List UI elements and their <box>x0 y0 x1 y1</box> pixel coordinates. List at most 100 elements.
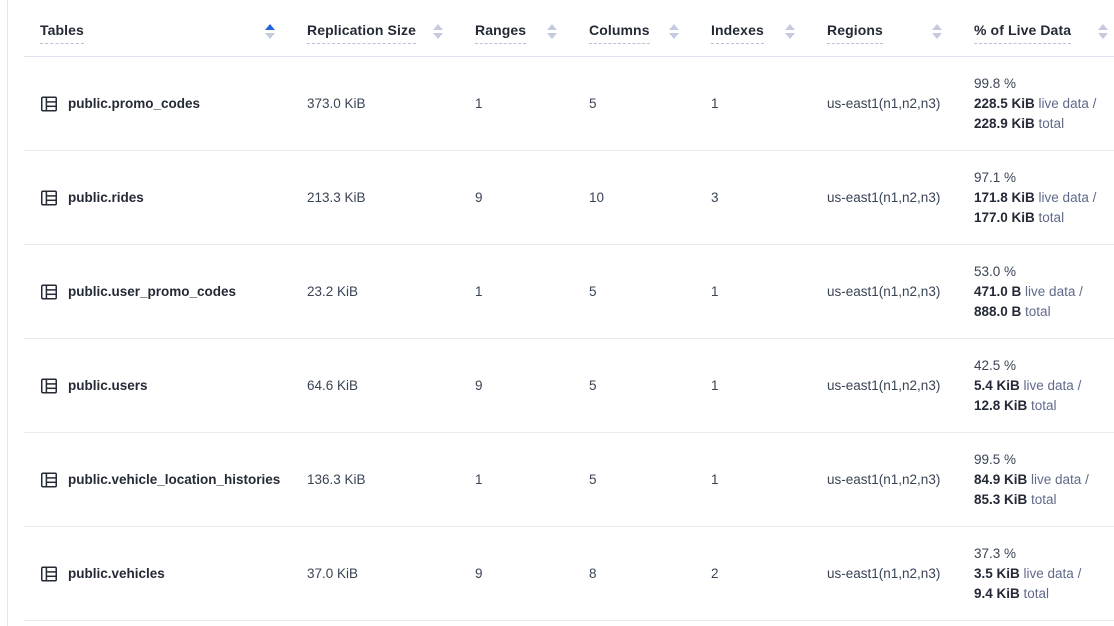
total-size-line: 177.0 KiB total <box>974 209 1065 225</box>
regions-cell: us-east1(n1,n2,n3) <box>827 378 941 393</box>
total-size-line: 85.3 KiB total <box>974 491 1057 507</box>
column-header-replication-size-label: Replication Size <box>307 22 416 44</box>
live-data-cell: 42.5 % 5.4 KiB live data / 12.8 KiB tota… <box>974 356 1114 416</box>
table-icon <box>41 472 57 487</box>
column-header-columns[interactable]: Columns <box>589 10 711 56</box>
live-data-size-line: 228.5 KiB live data / <box>974 95 1097 111</box>
live-data-size-line: 3.5 KiB live data / <box>974 565 1082 581</box>
column-header-live-data-label: % of Live Data <box>974 22 1072 44</box>
column-header-columns-label: Columns <box>589 22 650 44</box>
table-row: public.vehicles 37.0 KiB 9 8 2 us-east1(… <box>24 527 1114 621</box>
regions-cell: us-east1(n1,n2,n3) <box>827 284 941 299</box>
table-name-link[interactable]: public.user_promo_codes <box>68 284 237 299</box>
replication-size-cell: 23.2 KiB <box>307 284 359 299</box>
column-header-indexes[interactable]: Indexes <box>711 10 827 56</box>
indexes-cell: 2 <box>711 566 719 581</box>
regions-cell: us-east1(n1,n2,n3) <box>827 96 941 111</box>
sort-icon-columns <box>669 23 679 39</box>
table-row: public.vehicle_location_histories 136.3 … <box>24 433 1114 527</box>
indexes-cell: 1 <box>711 284 719 299</box>
sort-icon-tables <box>265 23 275 39</box>
table-row: public.promo_codes 373.0 KiB 1 5 1 us-ea… <box>24 57 1114 151</box>
indexes-cell: 1 <box>711 96 719 111</box>
live-data-percent: 99.8 % <box>974 75 1017 91</box>
table-name-cell[interactable]: public.user_promo_codes <box>24 283 307 301</box>
live-data-percent: 97.1 % <box>974 169 1017 185</box>
indexes-cell: 3 <box>711 190 719 205</box>
sort-icon-regions <box>932 23 942 39</box>
replication-size-cell: 373.0 KiB <box>307 96 366 111</box>
live-data-cell: 37.3 % 3.5 KiB live data / 9.4 KiB total <box>974 544 1114 604</box>
sort-icon-live-data <box>1098 23 1108 39</box>
live-data-cell: 97.1 % 171.8 KiB live data / 177.0 KiB t… <box>974 168 1114 228</box>
replication-size-cell: 64.6 KiB <box>307 378 359 393</box>
table-body: public.promo_codes 373.0 KiB 1 5 1 us-ea… <box>24 57 1114 621</box>
columns-cell: 10 <box>589 190 605 205</box>
live-data-percent: 99.5 % <box>974 451 1017 467</box>
sort-icon-indexes <box>785 23 795 39</box>
table-icon <box>41 190 57 205</box>
indexes-cell: 1 <box>711 378 719 393</box>
sort-icon-ranges <box>547 23 557 39</box>
column-header-indexes-label: Indexes <box>711 22 764 44</box>
table-icon <box>41 96 57 111</box>
total-size-line: 228.9 KiB total <box>974 115 1065 131</box>
table-name-link[interactable]: public.vehicles <box>68 566 165 581</box>
ranges-cell: 1 <box>475 96 483 111</box>
live-data-cell: 99.5 % 84.9 KiB live data / 85.3 KiB tot… <box>974 450 1114 510</box>
columns-cell: 5 <box>589 96 597 111</box>
column-header-ranges[interactable]: Ranges <box>475 10 589 56</box>
table-name-cell[interactable]: public.promo_codes <box>24 95 307 113</box>
regions-cell: us-east1(n1,n2,n3) <box>827 472 941 487</box>
columns-cell: 8 <box>589 566 597 581</box>
live-data-size-line: 171.8 KiB live data / <box>974 189 1097 205</box>
table-name-cell[interactable]: public.vehicles <box>24 565 307 583</box>
table-name-link[interactable]: public.promo_codes <box>68 96 201 111</box>
table-icon <box>41 284 57 299</box>
column-header-tables[interactable]: Tables <box>24 10 307 56</box>
table-row: public.user_promo_codes 23.2 KiB 1 5 1 u… <box>24 245 1114 339</box>
total-size-line: 9.4 KiB total <box>974 585 1050 601</box>
regions-cell: us-east1(n1,n2,n3) <box>827 190 941 205</box>
live-data-cell: 53.0 % 471.0 B live data / 888.0 B total <box>974 262 1114 322</box>
table-name-cell[interactable]: public.vehicle_location_histories <box>24 471 307 489</box>
column-header-live-data[interactable]: % of Live Data <box>974 10 1114 56</box>
table-name-cell[interactable]: public.users <box>24 377 307 395</box>
ranges-cell: 9 <box>475 190 483 205</box>
live-data-percent: 42.5 % <box>974 357 1017 373</box>
table-name-link[interactable]: public.rides <box>68 190 144 205</box>
table-header-row: Tables Replication Size Ranges <box>24 10 1114 57</box>
ranges-cell: 1 <box>475 284 483 299</box>
sort-icon-replication-size <box>433 23 443 39</box>
table-name-cell[interactable]: public.rides <box>24 189 307 207</box>
ranges-cell: 9 <box>475 378 483 393</box>
column-header-replication-size[interactable]: Replication Size <box>307 10 475 56</box>
tables-table: Tables Replication Size Ranges <box>24 10 1114 621</box>
column-header-regions[interactable]: Regions <box>827 10 974 56</box>
page-left-divider <box>7 0 8 626</box>
indexes-cell: 1 <box>711 472 719 487</box>
table-name-link[interactable]: public.users <box>68 378 148 393</box>
total-size-line: 12.8 KiB total <box>974 397 1057 413</box>
live-data-cell: 99.8 % 228.5 KiB live data / 228.9 KiB t… <box>974 74 1114 134</box>
table-icon <box>41 566 57 581</box>
columns-cell: 5 <box>589 284 597 299</box>
live-data-size-line: 5.4 KiB live data / <box>974 377 1082 393</box>
replication-size-cell: 37.0 KiB <box>307 566 359 581</box>
live-data-size-line: 84.9 KiB live data / <box>974 471 1089 487</box>
total-size-line: 888.0 B total <box>974 303 1051 319</box>
table-row: public.rides 213.3 KiB 9 10 3 us-east1(n… <box>24 151 1114 245</box>
table-row: public.users 64.6 KiB 9 5 1 us-east1(n1,… <box>24 339 1114 433</box>
table-name-link[interactable]: public.vehicle_location_histories <box>68 472 281 487</box>
ranges-cell: 1 <box>475 472 483 487</box>
columns-cell: 5 <box>589 472 597 487</box>
column-header-ranges-label: Ranges <box>475 22 527 44</box>
live-data-size-line: 471.0 B live data / <box>974 283 1083 299</box>
column-header-tables-label: Tables <box>40 22 84 44</box>
ranges-cell: 9 <box>475 566 483 581</box>
table-icon <box>41 378 57 393</box>
columns-cell: 5 <box>589 378 597 393</box>
column-header-regions-label: Regions <box>827 22 883 44</box>
live-data-percent: 37.3 % <box>974 545 1017 561</box>
